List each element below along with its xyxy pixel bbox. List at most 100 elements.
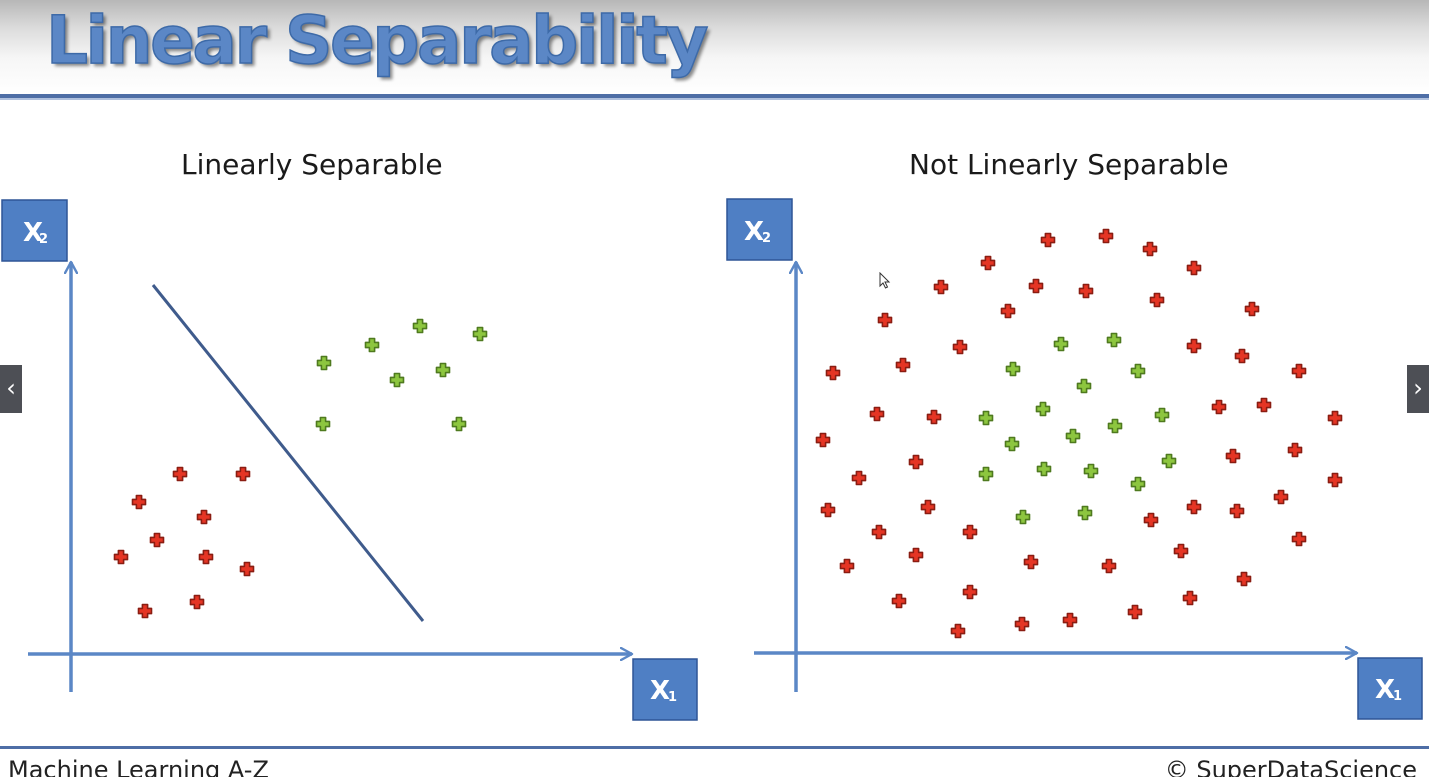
chevron-right-icon: › <box>1413 374 1423 402</box>
red-point <box>1023 554 1039 570</box>
right-y-axis-label-text: X <box>744 217 764 247</box>
red-point <box>137 603 153 619</box>
red-point <box>1149 292 1165 308</box>
red-point <box>952 339 968 355</box>
red-point <box>933 279 949 295</box>
red-point <box>851 470 867 486</box>
red-point <box>1236 571 1252 587</box>
red-point <box>1101 558 1117 574</box>
separator-line <box>151 284 425 622</box>
red-point <box>908 454 924 470</box>
green-point <box>978 410 994 426</box>
right-panel-title: Not Linearly Separable <box>909 148 1229 181</box>
green-point <box>389 372 405 388</box>
left-x-axis-label: X 1 <box>632 658 698 721</box>
red-point <box>962 524 978 540</box>
red-point <box>950 623 966 639</box>
green-point <box>1077 505 1093 521</box>
red-point <box>1040 232 1056 248</box>
red-point <box>839 558 855 574</box>
red-point <box>131 494 147 510</box>
right-y-axis-label: X 2 <box>726 198 793 261</box>
green-point <box>1076 378 1092 394</box>
red-point <box>869 406 885 422</box>
red-point <box>825 365 841 381</box>
red-point <box>1291 363 1307 379</box>
red-point <box>920 499 936 515</box>
red-point <box>962 584 978 600</box>
left-y-axis-label: X 2 <box>1 199 68 262</box>
green-point <box>1106 332 1122 348</box>
green-point <box>1015 509 1031 525</box>
green-point <box>1161 453 1177 469</box>
red-point <box>1234 348 1250 364</box>
red-point <box>1186 499 1202 515</box>
right-x-axis-label-sub: 1 <box>1393 689 1402 704</box>
right-x-axis-label-text: X <box>1375 675 1395 705</box>
chevron-left-icon: ‹ <box>6 374 16 402</box>
red-point <box>1291 531 1307 547</box>
green-point <box>364 337 380 353</box>
green-point <box>1036 461 1052 477</box>
green-point <box>1083 463 1099 479</box>
red-point <box>1327 410 1343 426</box>
red-point <box>1142 241 1158 257</box>
red-point <box>1182 590 1198 606</box>
header-band <box>0 0 1429 94</box>
red-point <box>113 549 129 565</box>
red-point <box>1127 604 1143 620</box>
red-point <box>172 466 188 482</box>
footer-copyright: © SuperDataScience <box>1164 756 1417 777</box>
green-point <box>472 326 488 342</box>
red-point <box>1028 278 1044 294</box>
red-point <box>877 312 893 328</box>
red-point <box>198 549 214 565</box>
green-point <box>1065 428 1081 444</box>
red-point <box>1173 543 1189 559</box>
green-point <box>1130 476 1146 492</box>
green-point <box>435 362 451 378</box>
red-point <box>871 524 887 540</box>
next-slide-button[interactable]: › <box>1407 365 1429 413</box>
green-point <box>1154 407 1170 423</box>
red-point <box>980 255 996 271</box>
red-point <box>235 466 251 482</box>
left-points <box>113 318 488 619</box>
red-point <box>1225 448 1241 464</box>
red-point <box>189 594 205 610</box>
red-point <box>149 532 165 548</box>
red-point <box>895 357 911 373</box>
prev-slide-button[interactable]: ‹ <box>0 365 22 413</box>
red-point <box>196 509 212 525</box>
green-point <box>315 416 331 432</box>
mouse-pointer-icon <box>879 272 891 289</box>
red-point <box>1256 397 1272 413</box>
red-point <box>1273 489 1289 505</box>
title-rule <box>0 94 1429 100</box>
green-point <box>1053 336 1069 352</box>
left-x-axis-label-text: X <box>650 676 670 706</box>
red-point <box>1327 472 1343 488</box>
red-point <box>891 593 907 609</box>
right-panel: X 2 X 1 <box>726 198 1423 720</box>
left-y-axis-label-sub: 2 <box>39 232 48 247</box>
green-point <box>1005 361 1021 377</box>
red-point <box>1287 442 1303 458</box>
red-point <box>820 502 836 518</box>
red-point <box>908 547 924 563</box>
red-point <box>815 432 831 448</box>
left-y-axis-label-text: X <box>23 218 43 248</box>
green-point <box>412 318 428 334</box>
green-point <box>1107 418 1123 434</box>
green-point <box>978 466 994 482</box>
red-point <box>1211 399 1227 415</box>
red-point <box>1143 512 1159 528</box>
red-point <box>1098 228 1114 244</box>
right-y-axis-label-sub: 2 <box>762 231 771 246</box>
right-points <box>815 228 1343 639</box>
red-point <box>1000 303 1016 319</box>
footer-course-name: Machine Learning A-Z <box>8 756 269 777</box>
red-point <box>1062 612 1078 628</box>
